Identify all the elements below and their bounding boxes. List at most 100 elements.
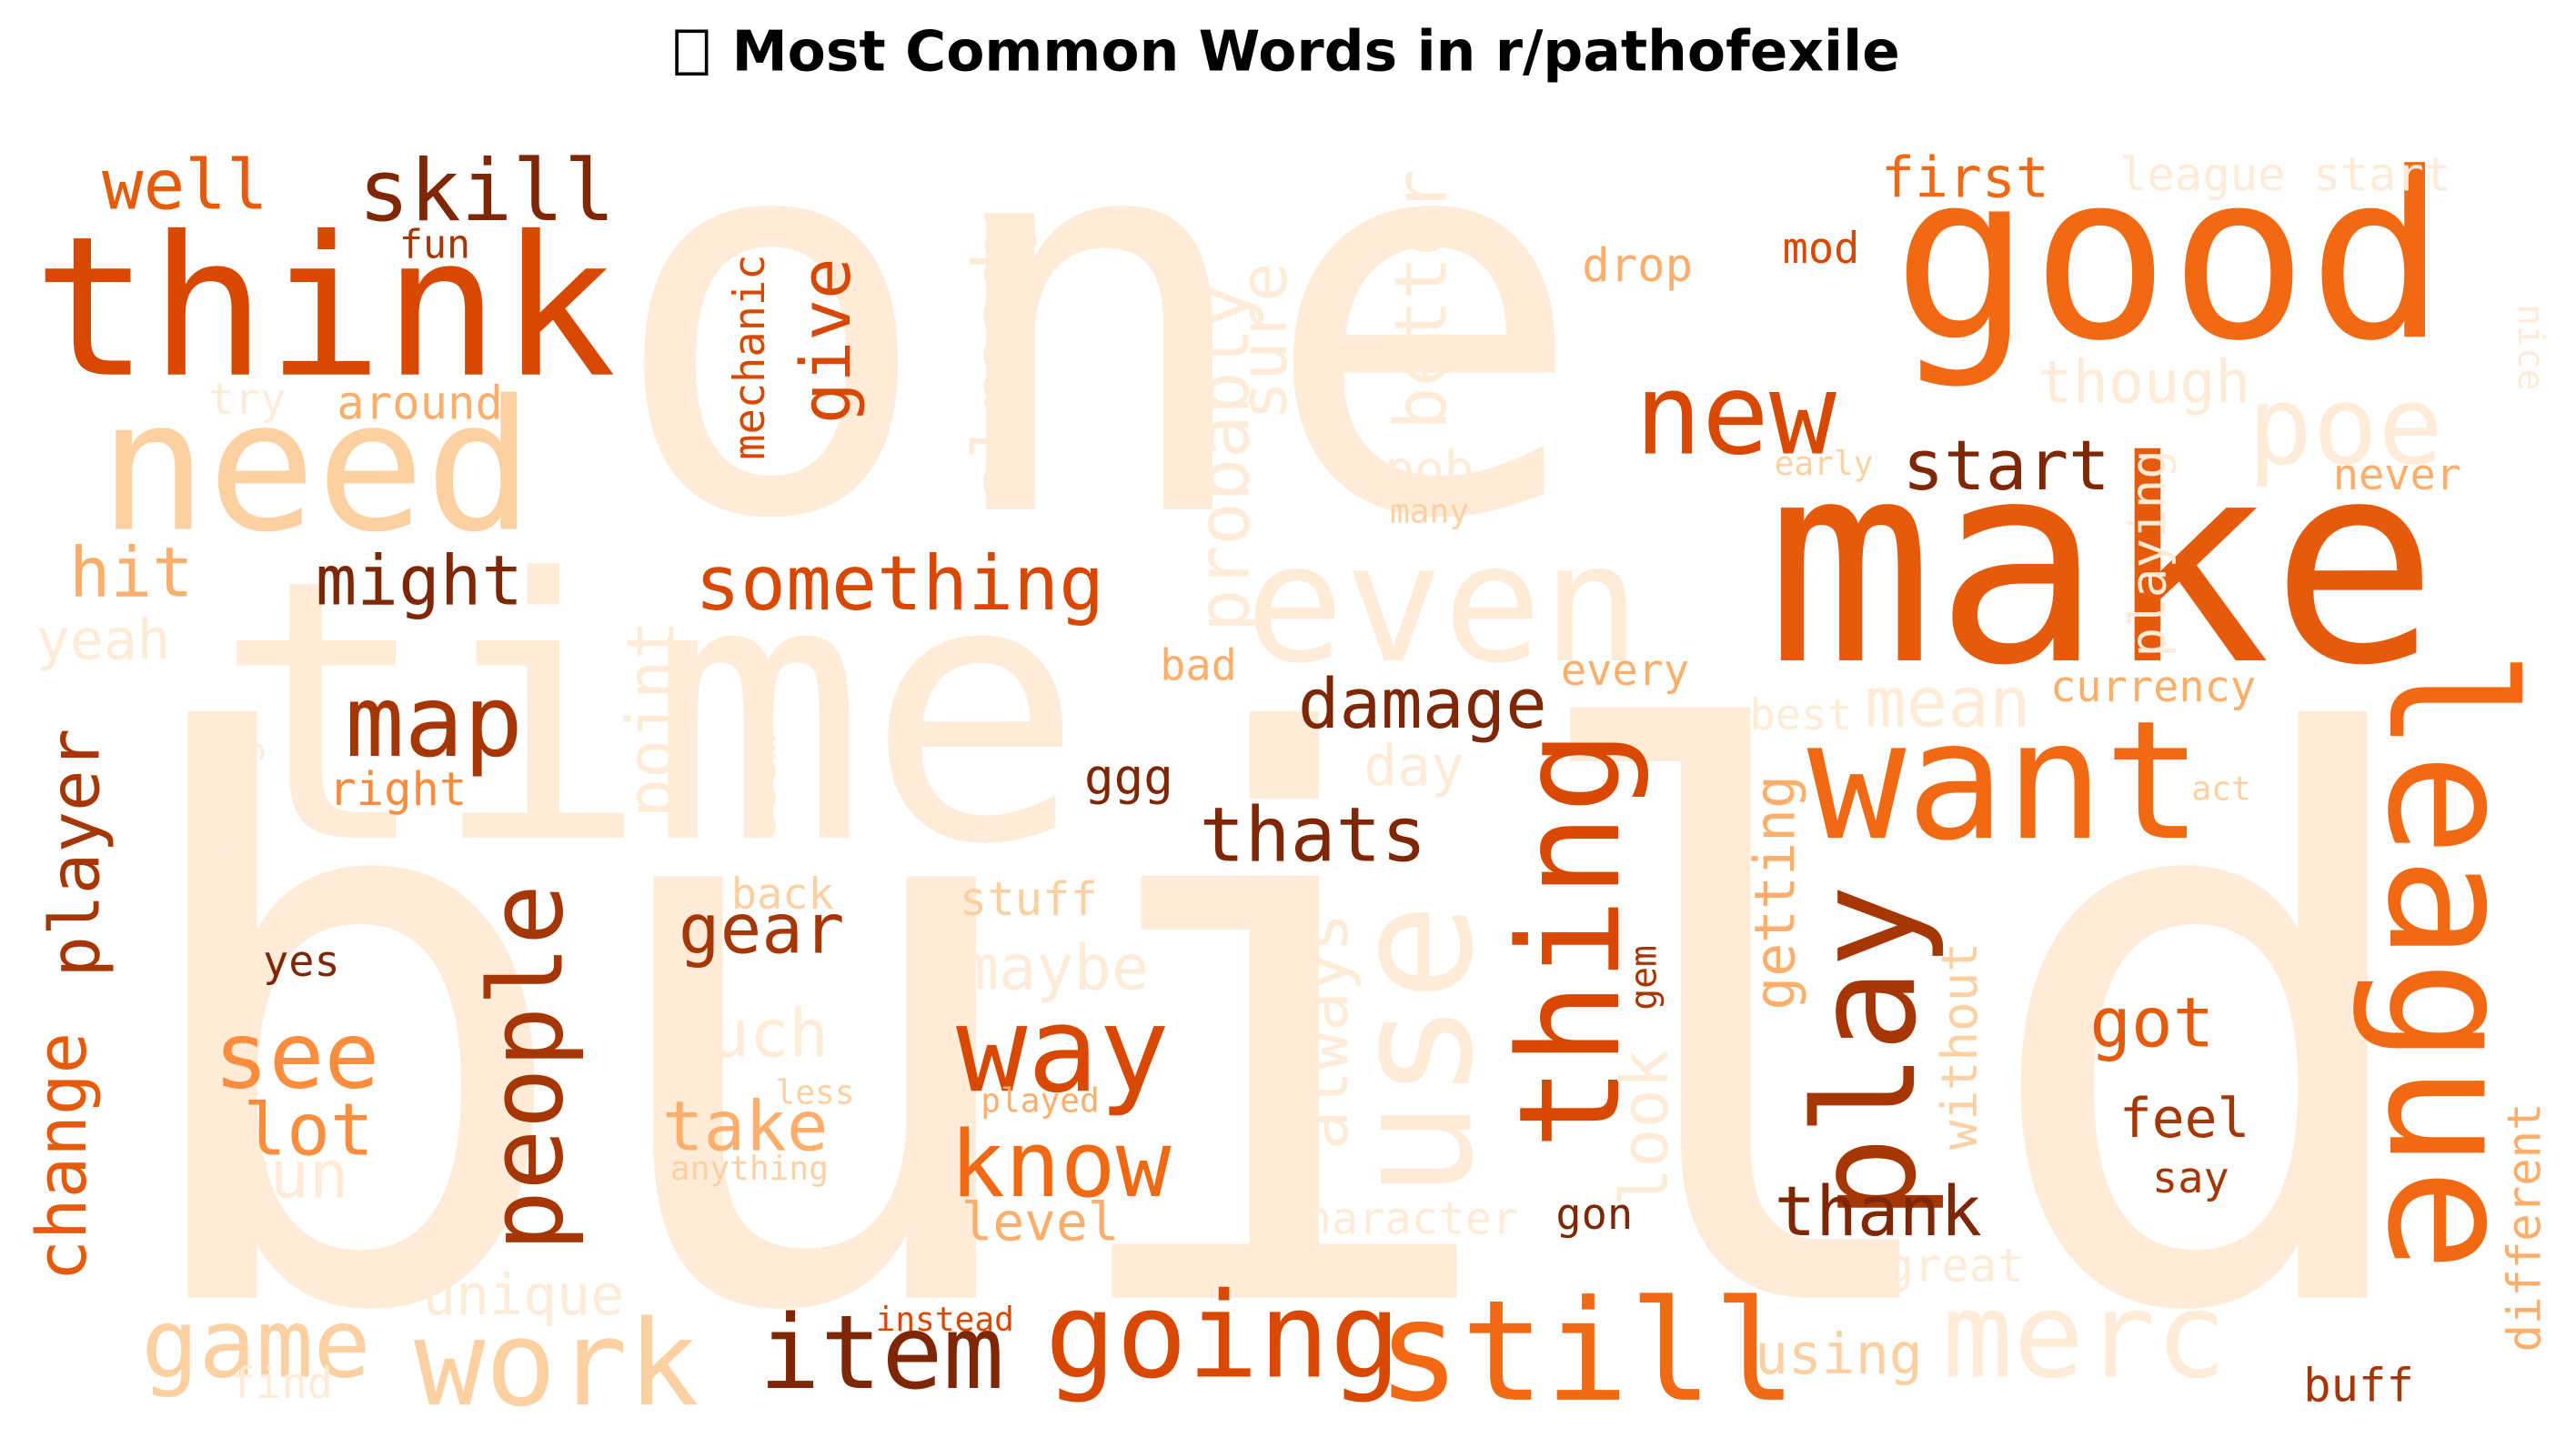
chart-title: Most Common Words in r/pathofexile	[0, 20, 2576, 85]
word-try: try	[208, 375, 286, 425]
word-item: item	[759, 1294, 1004, 1413]
missing-glyph-icon	[676, 29, 709, 76]
word-much: much	[670, 996, 829, 1072]
word-first: first	[1881, 146, 2049, 211]
word-know: know	[950, 1111, 1172, 1218]
word-nice: nice	[2510, 304, 2551, 391]
word-game: game	[141, 1289, 370, 1400]
word-say: say	[2152, 1153, 2229, 1203]
word-always: always	[1287, 912, 1363, 1150]
word-day: day	[1363, 734, 1464, 799]
word-stuff: stuff	[960, 872, 1098, 926]
word-played: played	[981, 1081, 1099, 1121]
word-already: already	[958, 210, 1038, 501]
word-poe: poe	[2248, 363, 2443, 489]
word-league-start: league start	[2119, 148, 2451, 202]
word-less: less	[775, 1073, 854, 1112]
word-build: build	[115, 582, 2439, 1438]
word-currency: currency	[2050, 662, 2256, 712]
word-thank: thank	[1775, 1172, 1982, 1252]
word-feel: feel	[2119, 1088, 2250, 1151]
word-mean: mean	[1865, 662, 2031, 742]
word-buff: buff	[2303, 1359, 2414, 1413]
word-play: play	[1785, 884, 1947, 1221]
word-start: start	[1902, 426, 2109, 506]
word-got: got	[2089, 983, 2214, 1063]
word-something: something	[695, 539, 1104, 628]
word-skill: skill	[358, 142, 616, 241]
word-still: still	[1377, 1271, 1797, 1433]
word-different: different	[2497, 1102, 2551, 1352]
word-run: run	[230, 1138, 348, 1214]
word-around: around	[337, 377, 503, 430]
word-use: use	[1317, 902, 1509, 1199]
word-well: well	[102, 145, 268, 225]
word-ggg: ggg	[1084, 748, 1173, 805]
word-act: act	[2191, 769, 2250, 809]
word-gem: gem	[1624, 945, 1665, 1011]
word-good: good	[1893, 123, 2447, 391]
word-playing: playing	[2119, 449, 2177, 657]
word-seem: seem	[736, 735, 786, 838]
word-need: need	[98, 362, 533, 572]
word-getting: getting	[1743, 775, 1807, 1011]
word-point: point	[614, 620, 690, 818]
word-want: want	[1807, 685, 2203, 877]
word-player: player	[35, 729, 115, 978]
word-time: time	[214, 502, 1084, 923]
word-using: using	[1755, 1322, 1923, 1387]
word-map: map	[345, 664, 523, 779]
word-way: way	[956, 980, 1170, 1119]
word-work: work	[414, 1294, 699, 1433]
word-gon: gon	[1555, 1190, 1633, 1240]
word-thats: thats	[1199, 790, 1426, 879]
word-think: think	[33, 196, 617, 421]
word-instead: instead	[876, 1300, 1014, 1339]
word-early: early	[1775, 444, 1874, 483]
word-league: league	[2350, 649, 2551, 1272]
word-thing: thing	[1489, 729, 1652, 1150]
word-unique: unique	[422, 1263, 624, 1328]
word-bad: bad	[1160, 641, 1237, 691]
word-merc: merc	[1942, 1267, 2227, 1405]
word-find: find	[230, 1359, 333, 1409]
word-enough: enough	[216, 713, 266, 868]
word-never: never	[2333, 450, 2461, 500]
word-best: best	[1750, 690, 1853, 740]
word-better: better	[1378, 169, 1463, 430]
word-look: look	[1607, 1050, 1684, 1208]
word-yes: yes	[263, 937, 340, 987]
word-level: level	[961, 1192, 1120, 1253]
word-sure: sure	[1226, 262, 1303, 420]
word-many: many	[1390, 491, 1469, 530]
word-mod: mod	[1783, 224, 1860, 274]
word-take: take	[662, 1086, 829, 1166]
word-yeah: yeah	[36, 608, 171, 672]
word-pob: pob	[1385, 441, 1474, 498]
word-without: without	[1931, 942, 1988, 1150]
word-hit: hit	[69, 533, 194, 613]
word-character: character	[1278, 1193, 1518, 1244]
word-might: might	[316, 541, 523, 621]
word-probably: probably	[1182, 285, 1266, 633]
word-new: new	[1635, 349, 1836, 479]
chart-title-text: Most Common Words in r/pathofexile	[731, 19, 1900, 85]
word-people: people	[468, 884, 587, 1252]
word-damage: damage	[1298, 664, 1547, 744]
word-anything: anything	[670, 1149, 829, 1188]
word-drop: drop	[1582, 238, 1693, 292]
word-right: right	[328, 762, 467, 816]
word-make: make	[1766, 402, 2439, 727]
word-going: going	[1045, 1267, 1401, 1405]
word-one: one	[608, 6, 1587, 638]
word-every: every	[1561, 646, 1689, 696]
word-see: see	[214, 1002, 380, 1110]
word-give: give	[786, 257, 866, 424]
word-fun: fun	[399, 223, 470, 268]
word-even: even	[1245, 508, 1641, 699]
word-mechanic: mechanic	[725, 255, 775, 460]
word-maybe: maybe	[961, 931, 1150, 1004]
word-change: change	[22, 1032, 102, 1282]
